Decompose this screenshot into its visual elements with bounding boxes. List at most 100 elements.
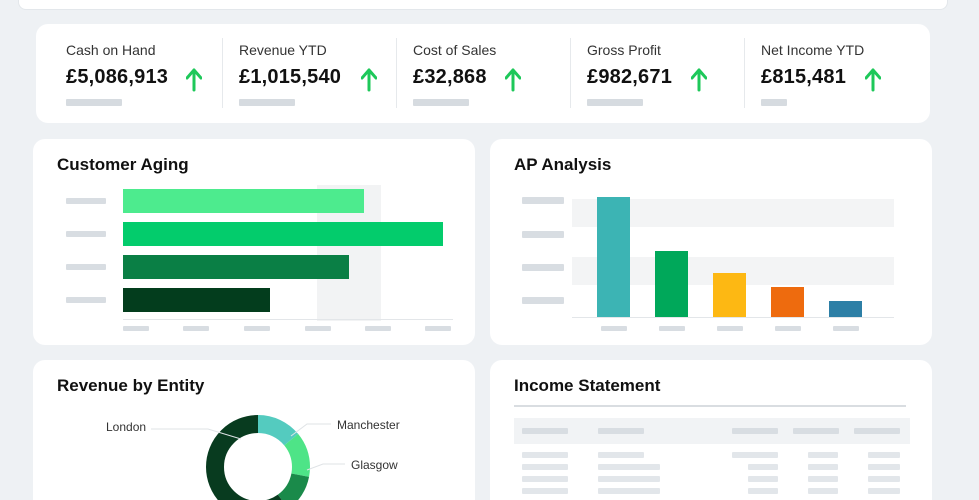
kpi-value: £1,015,540 xyxy=(239,66,342,88)
cell-placeholder xyxy=(522,488,568,494)
aging-bar[interactable] xyxy=(123,288,270,312)
x-tick-placeholder xyxy=(425,326,451,331)
cell-placeholder xyxy=(868,488,900,494)
cell-placeholder xyxy=(598,488,660,494)
leader-line xyxy=(290,423,331,437)
cell-placeholder xyxy=(748,488,778,494)
x-tick-placeholder xyxy=(244,326,270,331)
cell-placeholder xyxy=(522,476,568,482)
cell-placeholder xyxy=(868,476,900,482)
kpi-label: Gross Profit xyxy=(587,42,661,58)
kpi-placeholder-bar xyxy=(587,99,643,106)
kpi-value: £5,086,913 xyxy=(66,66,169,88)
ap-bar[interactable] xyxy=(597,197,630,317)
x-tick-placeholder xyxy=(659,326,685,331)
y-tick-placeholder xyxy=(522,231,564,238)
entity-label-london: London xyxy=(106,420,147,434)
x-axis-line xyxy=(572,317,894,318)
arrow-up-icon xyxy=(691,68,707,92)
revenue-by-entity-card: Revenue by Entity London Manchester Glas… xyxy=(33,360,475,500)
arrow-up-icon xyxy=(505,68,521,92)
x-tick-placeholder xyxy=(183,326,209,331)
y-tick-placeholder xyxy=(522,297,564,304)
kpi-label: Net Income YTD xyxy=(761,42,865,58)
category-label-placeholder xyxy=(66,297,106,303)
title-underline xyxy=(514,405,906,407)
arrow-up-icon xyxy=(361,68,377,92)
kpi-divider xyxy=(570,38,571,108)
ap-analysis-card: AP Analysis xyxy=(490,139,932,345)
aging-bar[interactable] xyxy=(123,222,443,246)
ap-bar[interactable] xyxy=(655,251,688,317)
x-axis-line xyxy=(123,319,453,320)
kpi-placeholder-bar xyxy=(239,99,295,106)
arrow-up-icon xyxy=(186,68,202,92)
cell-placeholder xyxy=(808,464,838,470)
kpi-placeholder-bar xyxy=(413,99,469,106)
kpi-label: Cash on Hand xyxy=(66,42,156,58)
entity-donut-chart xyxy=(151,415,345,500)
kpi-value: £982,671 xyxy=(587,66,673,88)
kpi-revenue-ytd[interactable]: Revenue YTD £1,015,540 xyxy=(239,38,399,110)
y-tick-placeholder xyxy=(522,264,564,271)
entity-label-glasgow: Glasgow xyxy=(351,458,398,472)
cell-placeholder xyxy=(748,476,778,482)
cell-placeholder xyxy=(732,452,778,458)
leader-line xyxy=(151,428,242,440)
kpi-summary-panel: Cash on Hand £5,086,913 Revenue YTD £1,0… xyxy=(36,24,930,123)
ap-bar[interactable] xyxy=(829,301,862,317)
kpi-placeholder-bar xyxy=(761,99,787,106)
x-tick-placeholder xyxy=(717,326,743,331)
header-placeholder xyxy=(598,428,644,434)
cell-placeholder xyxy=(522,464,568,470)
x-tick-placeholder xyxy=(123,326,149,331)
card-title: AP Analysis xyxy=(514,155,612,174)
kpi-cash-on-hand[interactable]: Cash on Hand £5,086,913 xyxy=(66,38,226,110)
x-tick-placeholder xyxy=(775,326,801,331)
y-tick-placeholder xyxy=(522,197,564,204)
customer-aging-card: Customer Aging xyxy=(33,139,475,345)
kpi-value: £32,868 xyxy=(413,66,487,88)
top-bar xyxy=(18,0,948,10)
kpi-value: £815,481 xyxy=(761,66,847,88)
cell-placeholder xyxy=(598,464,660,470)
aging-bar[interactable] xyxy=(123,189,364,213)
kpi-label: Cost of Sales xyxy=(413,42,497,58)
x-tick-placeholder xyxy=(601,326,627,331)
category-label-placeholder xyxy=(66,264,106,270)
x-tick-placeholder xyxy=(365,326,391,331)
aging-bar[interactable] xyxy=(123,255,349,279)
donut-segment-other[interactable] xyxy=(206,415,310,500)
income-statement-card: Income Statement xyxy=(490,360,932,500)
card-title: Revenue by Entity xyxy=(57,376,205,395)
entity-label-manchester: Manchester xyxy=(337,418,400,432)
x-tick-placeholder xyxy=(305,326,331,331)
kpi-cost-of-sales[interactable]: Cost of Sales £32,868 xyxy=(413,38,573,110)
kpi-gross-profit[interactable]: Gross Profit £982,671 xyxy=(587,38,747,110)
ap-bar[interactable] xyxy=(771,287,804,317)
cell-placeholder xyxy=(748,464,778,470)
ap-bar[interactable] xyxy=(713,273,746,317)
card-title: Customer Aging xyxy=(57,155,189,174)
header-placeholder xyxy=(854,428,900,434)
kpi-divider xyxy=(396,38,397,108)
cell-placeholder xyxy=(808,452,838,458)
kpi-net-income-ytd[interactable]: Net Income YTD £815,481 xyxy=(761,38,921,110)
table-header xyxy=(514,418,910,444)
kpi-divider xyxy=(744,38,745,108)
category-label-placeholder xyxy=(66,231,106,237)
cell-placeholder xyxy=(868,464,900,470)
cell-placeholder xyxy=(598,476,660,482)
header-placeholder xyxy=(732,428,778,434)
header-placeholder xyxy=(793,428,839,434)
header-placeholder xyxy=(522,428,568,434)
arrow-up-icon xyxy=(865,68,881,92)
cell-placeholder xyxy=(598,452,644,458)
kpi-divider xyxy=(222,38,223,108)
kpi-placeholder-bar xyxy=(66,99,122,106)
card-title: Income Statement xyxy=(514,376,661,395)
donut-segment-manchester[interactable] xyxy=(206,415,310,500)
leader-line xyxy=(306,463,345,471)
x-tick-placeholder xyxy=(833,326,859,331)
cell-placeholder xyxy=(808,476,838,482)
